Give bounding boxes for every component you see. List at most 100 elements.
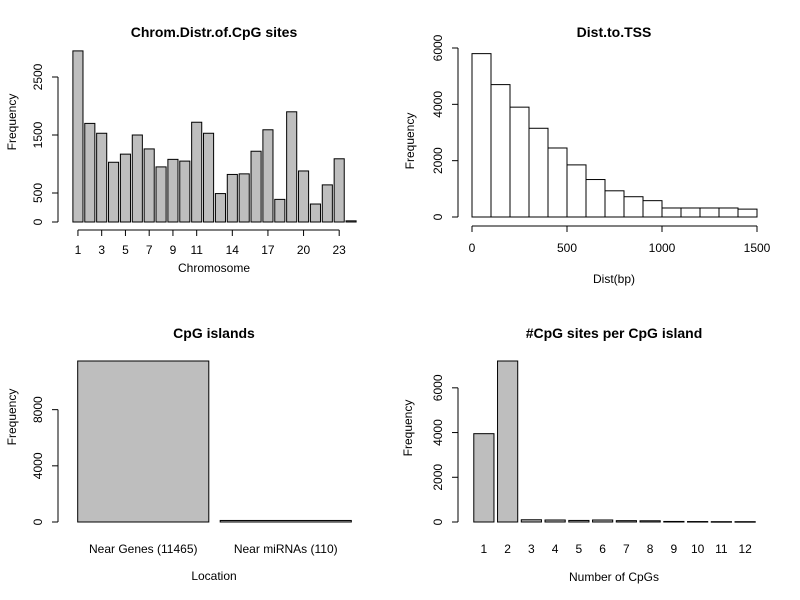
- bar: [72, 50, 84, 223]
- x-tick-label: 9: [671, 542, 678, 556]
- x-tick-label: 12: [738, 542, 752, 556]
- x-axis-label: Dist(bp): [593, 272, 635, 286]
- x-tick-label: 20: [297, 243, 311, 257]
- bar: [274, 198, 286, 223]
- bars: [77, 360, 352, 523]
- bar: [568, 519, 590, 523]
- bars: [473, 360, 756, 523]
- bar: [191, 121, 203, 223]
- bar: [321, 184, 333, 223]
- x-axis-label: Location: [191, 569, 236, 583]
- x-tick-label: 500: [557, 241, 577, 255]
- x-axis-label: Number of CpGs: [569, 570, 659, 584]
- chart-title: #CpG sites per CpG island: [526, 325, 703, 341]
- chart-title: Chrom.Distr.of.CpG sites: [131, 24, 298, 40]
- x-axis: 1 3 5 7 9 11 14 17 20 23: [75, 229, 346, 257]
- bar: [143, 148, 155, 223]
- y-axis-label: Frequency: [5, 94, 19, 151]
- x-tick-label: 14: [226, 243, 240, 257]
- bar: [497, 360, 519, 523]
- histogram-bar: [585, 179, 606, 218]
- x-tick-label: 1: [75, 243, 82, 257]
- x-tick-label: 10: [691, 542, 705, 556]
- bar: [219, 519, 352, 523]
- bar: [238, 173, 250, 223]
- bar: [226, 173, 238, 223]
- y-tick-label: 500: [31, 183, 45, 203]
- y-axis-label: Frequency: [403, 113, 417, 170]
- bar: [250, 150, 262, 223]
- bar: [592, 519, 614, 523]
- cpg-sites-per-island-chart: #CpG sites per CpG island Number of CpGs…: [401, 325, 756, 584]
- histogram-bar: [509, 106, 530, 218]
- chart-title: Dist.to.TSS: [577, 24, 652, 40]
- bar: [131, 134, 143, 223]
- x-tick-label: 2: [504, 542, 511, 556]
- y-tick-label: 0: [431, 518, 445, 525]
- x-tick-label: 1500: [744, 241, 771, 255]
- distance-to-tss-histogram: Dist.to.TSS Dist(bp) Frequency 0 2000 4000…: [403, 24, 771, 286]
- x-axis: 0 500 1000 1500: [469, 225, 771, 255]
- x-tick-label: 0: [469, 241, 476, 255]
- bar: [345, 220, 357, 223]
- bar: [663, 520, 685, 523]
- bar: [84, 122, 96, 223]
- x-tick-label: Near miRNAs (110): [234, 542, 338, 556]
- bar: [544, 519, 566, 523]
- bar: [298, 170, 310, 223]
- x-tick-label: 1: [481, 542, 488, 556]
- bar: [262, 129, 274, 223]
- y-tick-label: 0: [431, 213, 445, 220]
- x-tick-label: 5: [122, 243, 129, 257]
- x-tick-label: 17: [261, 243, 275, 257]
- y-tick-label: 0: [31, 218, 45, 225]
- histogram-bar: [471, 53, 492, 218]
- chart-title: CpG islands: [173, 325, 255, 341]
- histogram-bar: [680, 207, 701, 218]
- y-axis: 0 2000 4000 6000: [431, 34, 459, 220]
- histogram-bar: [528, 127, 549, 218]
- y-tick-label: 8000: [31, 396, 45, 423]
- y-tick-label: 2500: [31, 63, 45, 90]
- bars: [72, 50, 357, 223]
- bar: [520, 519, 542, 523]
- x-tick-label: 6: [599, 542, 606, 556]
- x-tick-label: 9: [170, 243, 177, 257]
- bar: [473, 433, 495, 523]
- histogram-bar: [490, 84, 511, 218]
- y-tick-label: 6000: [431, 374, 445, 401]
- x-tick-label: 8: [647, 542, 654, 556]
- y-axis: 0 4000 8000: [31, 396, 59, 525]
- bar: [734, 521, 756, 523]
- bar: [77, 360, 210, 523]
- y-tick-label: 4000: [431, 91, 445, 118]
- x-tick-label: 11: [715, 542, 728, 556]
- x-tick-label: 3: [528, 542, 535, 556]
- bar: [639, 520, 661, 523]
- bar: [710, 521, 732, 523]
- histogram-bar: [547, 147, 568, 218]
- cpg-islands-chart: CpG islands Location Frequency 0 4000 8000…: [5, 325, 352, 583]
- histogram-bar: [623, 196, 644, 218]
- bar: [687, 521, 709, 523]
- x-tick-label: 11: [190, 243, 203, 257]
- bars: [471, 53, 758, 218]
- y-tick-label: 4000: [431, 419, 445, 446]
- histogram-bar: [737, 208, 758, 218]
- y-axis: 0 2000 4000 6000: [431, 374, 459, 525]
- bar: [333, 158, 345, 223]
- histogram-bar: [566, 164, 587, 218]
- y-tick-label: 2000: [431, 464, 445, 491]
- x-axis: 1 2 3 4 5 6 7 8 9 10 11 12: [481, 542, 753, 556]
- x-tick-label: 3: [98, 243, 105, 257]
- histogram-bar: [661, 207, 682, 218]
- x-tick-label: 4: [552, 542, 559, 556]
- bar: [203, 132, 215, 223]
- x-tick-label: 1000: [649, 241, 676, 255]
- histogram-bar: [604, 190, 625, 218]
- bar: [108, 161, 120, 223]
- bar: [167, 158, 179, 223]
- bar: [119, 153, 131, 223]
- bar: [615, 520, 637, 523]
- x-tick-label: 5: [576, 542, 583, 556]
